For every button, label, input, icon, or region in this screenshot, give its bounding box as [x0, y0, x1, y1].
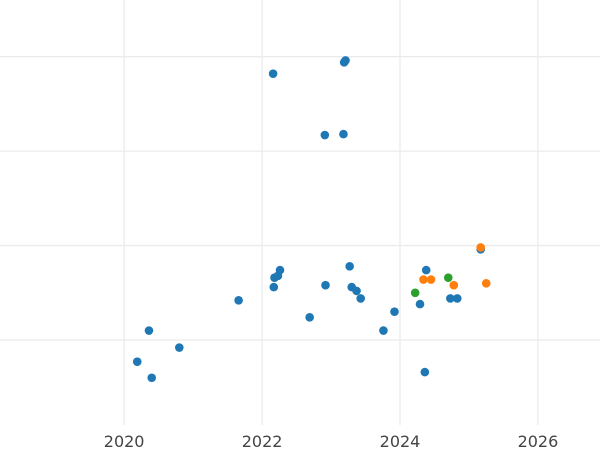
- data-point: [269, 282, 279, 292]
- data-point: [144, 326, 154, 335]
- data-point: [132, 357, 142, 367]
- data-point: [147, 373, 157, 383]
- x-tick-label: 2022: [242, 432, 283, 450]
- data-point: [419, 275, 428, 284]
- data-point: [452, 294, 462, 303]
- x-tick-label: 2026: [518, 432, 559, 450]
- x-axis-tick-labels: 2020 2022 2024 2026: [104, 432, 559, 450]
- x-tick-label: 2020: [104, 432, 145, 450]
- data-point: [341, 56, 350, 65]
- data-point: [268, 69, 278, 78]
- data-point: [339, 129, 348, 139]
- data-point: [390, 307, 399, 316]
- data-point: [320, 130, 330, 140]
- data-point: [420, 367, 430, 377]
- x-tick-label: 2024: [380, 432, 421, 450]
- data-point: [321, 280, 330, 290]
- data-point: [356, 294, 365, 303]
- data-point: [449, 280, 459, 290]
- data-point: [421, 265, 431, 275]
- data-point: [305, 313, 314, 322]
- data-point: [175, 343, 184, 352]
- data-point: [352, 286, 361, 296]
- data-point: [410, 288, 420, 298]
- data-points: [132, 56, 491, 383]
- data-point: [481, 279, 491, 288]
- data-point: [443, 273, 453, 282]
- data-point: [446, 294, 455, 303]
- gridlines: [0, 0, 600, 425]
- data-point: [275, 265, 285, 275]
- data-point: [426, 275, 436, 284]
- data-point: [345, 262, 354, 271]
- data-point: [234, 296, 243, 305]
- data-point: [476, 243, 485, 252]
- data-point: [415, 299, 425, 309]
- data-point: [379, 326, 388, 335]
